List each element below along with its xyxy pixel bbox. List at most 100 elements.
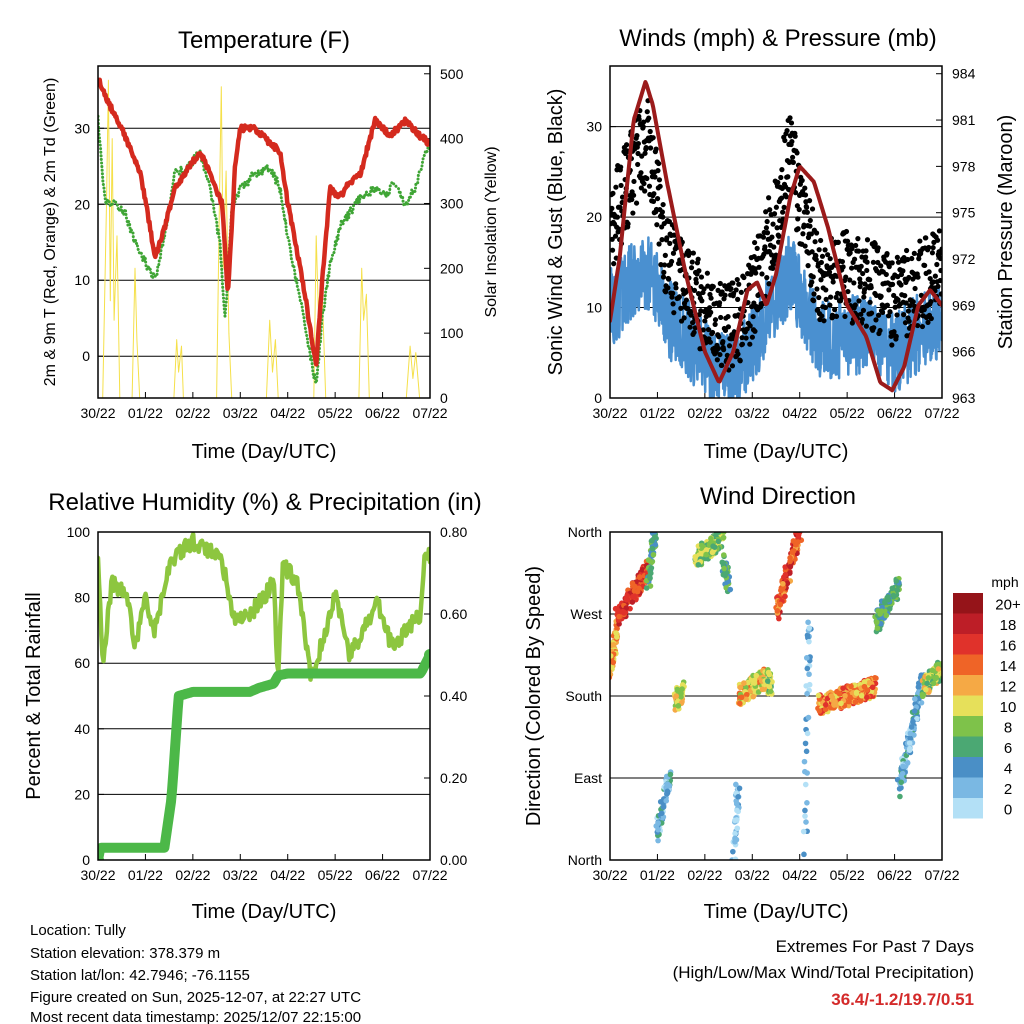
gust-point bbox=[930, 245, 936, 251]
x-tick-label: 03/22 bbox=[223, 867, 258, 883]
wind-direction-point bbox=[804, 730, 811, 737]
wind-direction-point bbox=[734, 807, 740, 814]
wind-direction-point bbox=[753, 672, 760, 679]
gust-point bbox=[624, 142, 630, 148]
wind-direction-point bbox=[715, 538, 722, 545]
gust-point bbox=[770, 221, 776, 227]
gust-point bbox=[661, 269, 667, 275]
legend-swatch bbox=[953, 798, 983, 819]
y-right-tick-label: 981 bbox=[952, 112, 976, 128]
wind-direction-point bbox=[848, 683, 854, 690]
gust-point bbox=[819, 313, 825, 319]
x-axis-label: Time (Day/UTC) bbox=[704, 901, 849, 923]
gust-point bbox=[687, 250, 693, 256]
gust-point bbox=[812, 239, 818, 245]
wind-direction-point bbox=[720, 552, 727, 558]
y-right-tick-label: 975 bbox=[952, 205, 976, 221]
gust-point bbox=[818, 259, 824, 266]
wind-direction-point bbox=[866, 680, 872, 686]
wind-direction-point bbox=[906, 747, 913, 754]
wind-direction-point bbox=[919, 691, 926, 698]
gust-point bbox=[928, 299, 934, 305]
wind-direction-point bbox=[720, 534, 727, 541]
gust-point bbox=[796, 206, 802, 213]
gust-point bbox=[934, 261, 940, 268]
gust-point bbox=[926, 244, 932, 251]
gust-point bbox=[635, 150, 641, 157]
gust-point bbox=[634, 133, 640, 139]
gust-point bbox=[764, 275, 770, 281]
y-right-axis-label: Station Pressure (Maroon) bbox=[995, 115, 1017, 350]
y-right-tick-label: 0 bbox=[440, 390, 448, 406]
gust-point bbox=[912, 285, 918, 292]
gust-point bbox=[830, 279, 836, 285]
wind-direction-point bbox=[750, 693, 757, 700]
gust-point bbox=[616, 226, 622, 232]
gust-point bbox=[868, 310, 875, 316]
gust-point bbox=[809, 206, 816, 212]
gust-point bbox=[767, 207, 773, 213]
y-axis-label: 2m & 9m T (Red, Orange) & 2m Td (Green) bbox=[42, 78, 59, 387]
gust-point bbox=[855, 236, 861, 242]
info-latlon: Station lat/lon: 42.7946; -76.1155 bbox=[30, 967, 250, 984]
wind-direction-point bbox=[764, 678, 771, 684]
plot-area bbox=[98, 77, 430, 398]
y-tick-label: 20 bbox=[74, 196, 90, 212]
legend-label: 2 bbox=[1004, 781, 1012, 798]
gust-point bbox=[614, 214, 620, 220]
gust-point bbox=[640, 119, 647, 125]
y-tick-label: 100 bbox=[67, 524, 91, 540]
y-tick-label: 20 bbox=[74, 786, 90, 802]
gust-point bbox=[738, 289, 744, 295]
gust-point bbox=[813, 230, 820, 236]
wind-direction-point bbox=[737, 684, 744, 691]
gust-point bbox=[660, 214, 666, 220]
gust-point bbox=[929, 250, 936, 256]
gust-point bbox=[687, 324, 693, 330]
gust-point bbox=[610, 205, 615, 211]
gust-point bbox=[872, 241, 878, 247]
wind-direction-point bbox=[730, 848, 736, 855]
wind-direction-point bbox=[795, 535, 802, 541]
gust-point bbox=[860, 270, 866, 277]
gust-point bbox=[670, 301, 676, 307]
x-tick-label: 06/22 bbox=[365, 405, 400, 421]
gust-point bbox=[859, 254, 865, 260]
wind-direction-point bbox=[616, 613, 622, 620]
wind-direction-point bbox=[803, 748, 810, 755]
gust-point bbox=[678, 305, 684, 311]
gust-point bbox=[673, 281, 679, 287]
wind-direction-point bbox=[898, 779, 905, 786]
wind-direction-point bbox=[804, 690, 810, 697]
gust-point bbox=[822, 247, 828, 253]
wind-direction-point bbox=[708, 535, 714, 542]
gust-point bbox=[617, 204, 623, 210]
wind-direction-point bbox=[735, 794, 741, 800]
wind-direction-point bbox=[667, 771, 674, 778]
wind-direction-point bbox=[822, 702, 829, 708]
gust-point bbox=[635, 140, 642, 147]
wind-direction-point bbox=[727, 586, 734, 593]
gust-point bbox=[827, 294, 834, 300]
gust-point bbox=[654, 195, 661, 202]
gust-point bbox=[690, 250, 696, 256]
gust-point bbox=[845, 288, 851, 295]
gust-point bbox=[919, 323, 926, 330]
wind-direction-point bbox=[803, 683, 810, 689]
wind-direction-point bbox=[923, 686, 929, 693]
gust-point bbox=[906, 274, 912, 281]
wind-direction-point bbox=[795, 539, 801, 545]
wind-direction-point bbox=[878, 620, 884, 627]
gust-point bbox=[721, 347, 727, 353]
gust-point bbox=[802, 192, 809, 198]
y-right-tick-label: 0.40 bbox=[440, 688, 467, 704]
gust-point bbox=[822, 304, 829, 311]
gust-point bbox=[693, 280, 699, 286]
gust-point bbox=[875, 312, 882, 318]
x-tick-label: 03/22 bbox=[223, 405, 258, 421]
y-tick-label: 0 bbox=[82, 348, 90, 364]
wind-direction-point bbox=[759, 686, 766, 693]
dewpoint-line bbox=[98, 114, 430, 385]
gust-point bbox=[802, 185, 808, 191]
gust-point bbox=[647, 128, 653, 135]
